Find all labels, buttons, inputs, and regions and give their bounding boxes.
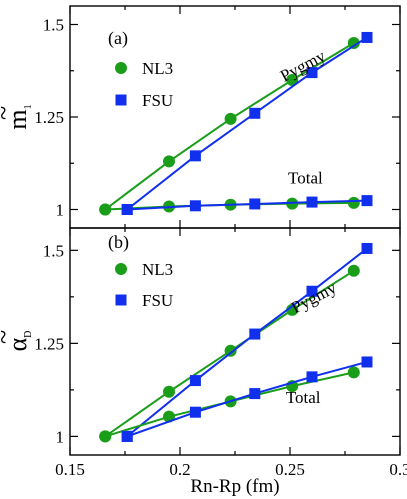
data-point-nl3-total: [99, 430, 112, 443]
data-point-nl3-pygmy: [286, 74, 299, 86]
data-point-fsu-total: [189, 406, 201, 418]
x-axis-label: Rn-Rp (fm): [190, 476, 279, 497]
annotation-total: Total: [288, 169, 323, 188]
x-tick-label: 0.3: [389, 460, 407, 479]
data-point-nl3-total: [99, 203, 112, 216]
data-point-nl3-total: [347, 196, 360, 209]
data-point-nl3-pygmy: [286, 303, 299, 316]
data-point-fsu-pygmy: [189, 375, 201, 387]
data-point-fsu-pygmy: [361, 242, 373, 254]
data-point-fsu-total: [361, 195, 373, 207]
data-point-fsu-pygmy: [361, 31, 373, 43]
y-tick-label: 1: [56, 427, 65, 446]
data-point-fsu-total: [189, 200, 201, 212]
data-point-nl3-pygmy: [224, 112, 237, 125]
y-axis-label: m1: [3, 104, 34, 129]
x-tick-label: 0.2: [169, 460, 190, 479]
data-point-fsu-total: [121, 204, 133, 215]
data-point-fsu-total: [121, 430, 133, 442]
y-tick-label: 1.25: [34, 108, 64, 127]
legend-marker-fsu: [115, 294, 127, 306]
data-point-fsu-total: [249, 388, 261, 400]
panel-b: 0.150.20.250.311.251.5αD~(b)PygmyTotalNL…: [0, 227, 407, 479]
y-axis-label-subscript: 1: [23, 104, 34, 109]
y-tick-label: 1: [56, 201, 65, 220]
data-point-fsu-total: [249, 198, 261, 210]
data-point-nl3-pygmy: [224, 344, 237, 357]
data-point-fsu-total: [361, 356, 373, 368]
y-axis-label-tilde: ~: [0, 330, 18, 344]
annotation-pygmy: Pygmy: [288, 278, 340, 318]
data-point-nl3-pygmy: [347, 37, 360, 49]
legend-marker-fsu: [115, 94, 127, 106]
data-point-nl3-pygmy: [163, 155, 175, 168]
y-axis-label-main: α: [3, 337, 32, 351]
legend-label-fsu: FSU: [142, 291, 173, 310]
legend-label-nl3: NL3: [142, 59, 173, 78]
data-point-fsu-pygmy: [306, 67, 318, 79]
data-point-fsu-total: [306, 371, 318, 383]
legend-marker-nl3: [115, 263, 127, 275]
series-line-fsu-total: [126, 361, 368, 438]
data-point-nl3-total: [347, 366, 360, 379]
panel-label: (b): [108, 232, 129, 253]
data-point-fsu-pygmy: [306, 285, 318, 297]
legend-label-fsu: FSU: [142, 91, 173, 110]
y-axis-label: αD: [3, 331, 34, 352]
legend-label-nl3: NL3: [142, 260, 173, 279]
y-axis-label-subscript: D: [23, 331, 34, 338]
y-tick-label: 1.5: [43, 241, 64, 260]
data-point-fsu-total: [306, 196, 318, 208]
y-tick-label: 1.25: [34, 334, 64, 353]
y-tick-label: 1.5: [43, 16, 64, 35]
y-axis-label-tilde: ~: [0, 106, 18, 120]
data-point-fsu-pygmy: [249, 328, 261, 340]
data-point-nl3-pygmy: [347, 264, 360, 277]
x-tick-label: 0.15: [55, 460, 85, 479]
data-point-fsu-pygmy: [189, 150, 201, 162]
data-point-fsu-pygmy: [249, 107, 261, 119]
panel-label: (a): [108, 28, 128, 49]
x-tick-label: 0.25: [275, 460, 305, 479]
legend-marker-nl3: [115, 62, 127, 74]
series-line-fsu-total: [127, 199, 368, 211]
annotation-total: Total: [286, 388, 321, 407]
data-point-nl3-pygmy: [163, 385, 175, 398]
y-axis-label-main: m: [3, 109, 32, 129]
